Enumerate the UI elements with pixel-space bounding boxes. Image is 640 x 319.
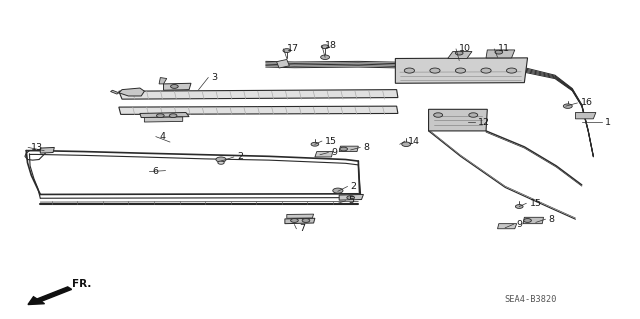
Circle shape	[404, 68, 415, 73]
Circle shape	[515, 204, 523, 208]
Polygon shape	[575, 113, 596, 119]
Text: 9: 9	[332, 148, 337, 157]
Circle shape	[481, 68, 491, 73]
Polygon shape	[119, 90, 398, 99]
Text: 7: 7	[300, 224, 305, 233]
Text: 15: 15	[529, 199, 541, 208]
Text: 2: 2	[237, 152, 243, 161]
Polygon shape	[315, 152, 333, 157]
Circle shape	[333, 188, 343, 193]
Polygon shape	[287, 214, 314, 218]
Text: 18: 18	[325, 41, 337, 50]
Circle shape	[524, 219, 531, 222]
Polygon shape	[119, 88, 145, 96]
Circle shape	[283, 49, 291, 52]
Circle shape	[340, 147, 348, 151]
Text: 2: 2	[351, 182, 356, 191]
Text: 1: 1	[605, 117, 611, 127]
Text: 5: 5	[349, 196, 355, 205]
Polygon shape	[448, 51, 472, 58]
Circle shape	[321, 55, 330, 59]
Circle shape	[218, 161, 224, 164]
Polygon shape	[159, 78, 167, 84]
Text: 14: 14	[408, 137, 420, 145]
Text: 13: 13	[31, 143, 44, 152]
Circle shape	[402, 142, 411, 146]
Polygon shape	[486, 50, 515, 58]
Text: FR.: FR.	[72, 279, 92, 289]
Circle shape	[430, 68, 440, 73]
Text: 12: 12	[478, 117, 490, 127]
Circle shape	[171, 85, 178, 88]
Polygon shape	[145, 117, 182, 122]
Circle shape	[468, 113, 477, 117]
Circle shape	[311, 142, 319, 146]
Polygon shape	[523, 217, 543, 224]
Text: 4: 4	[159, 132, 165, 141]
Circle shape	[291, 219, 298, 222]
Polygon shape	[429, 109, 487, 131]
Text: 17: 17	[287, 44, 299, 54]
Circle shape	[563, 104, 572, 108]
Circle shape	[321, 45, 329, 49]
Circle shape	[170, 114, 177, 118]
Circle shape	[157, 114, 164, 118]
Polygon shape	[111, 90, 119, 94]
Text: 3: 3	[211, 73, 218, 82]
Polygon shape	[339, 195, 364, 200]
Polygon shape	[40, 147, 54, 153]
Polygon shape	[285, 218, 315, 224]
Circle shape	[302, 219, 310, 222]
Text: SEA4-B3820: SEA4-B3820	[504, 295, 556, 304]
Text: 8: 8	[548, 215, 555, 224]
Polygon shape	[140, 113, 189, 118]
Circle shape	[456, 51, 463, 55]
Circle shape	[456, 68, 466, 73]
Text: 6: 6	[153, 167, 159, 176]
Text: 8: 8	[364, 143, 369, 152]
Circle shape	[495, 50, 502, 54]
Polygon shape	[497, 224, 516, 229]
Text: 9: 9	[516, 220, 523, 229]
Polygon shape	[276, 59, 289, 68]
Circle shape	[347, 196, 355, 199]
Polygon shape	[396, 58, 527, 83]
Text: 16: 16	[580, 99, 593, 108]
Text: 11: 11	[497, 44, 509, 54]
Circle shape	[506, 68, 516, 73]
Circle shape	[434, 113, 443, 117]
Polygon shape	[164, 83, 191, 90]
Polygon shape	[119, 106, 398, 115]
FancyArrow shape	[28, 287, 72, 305]
Text: 15: 15	[325, 137, 337, 145]
Circle shape	[216, 157, 226, 162]
Polygon shape	[339, 146, 358, 152]
Text: 10: 10	[460, 44, 471, 54]
